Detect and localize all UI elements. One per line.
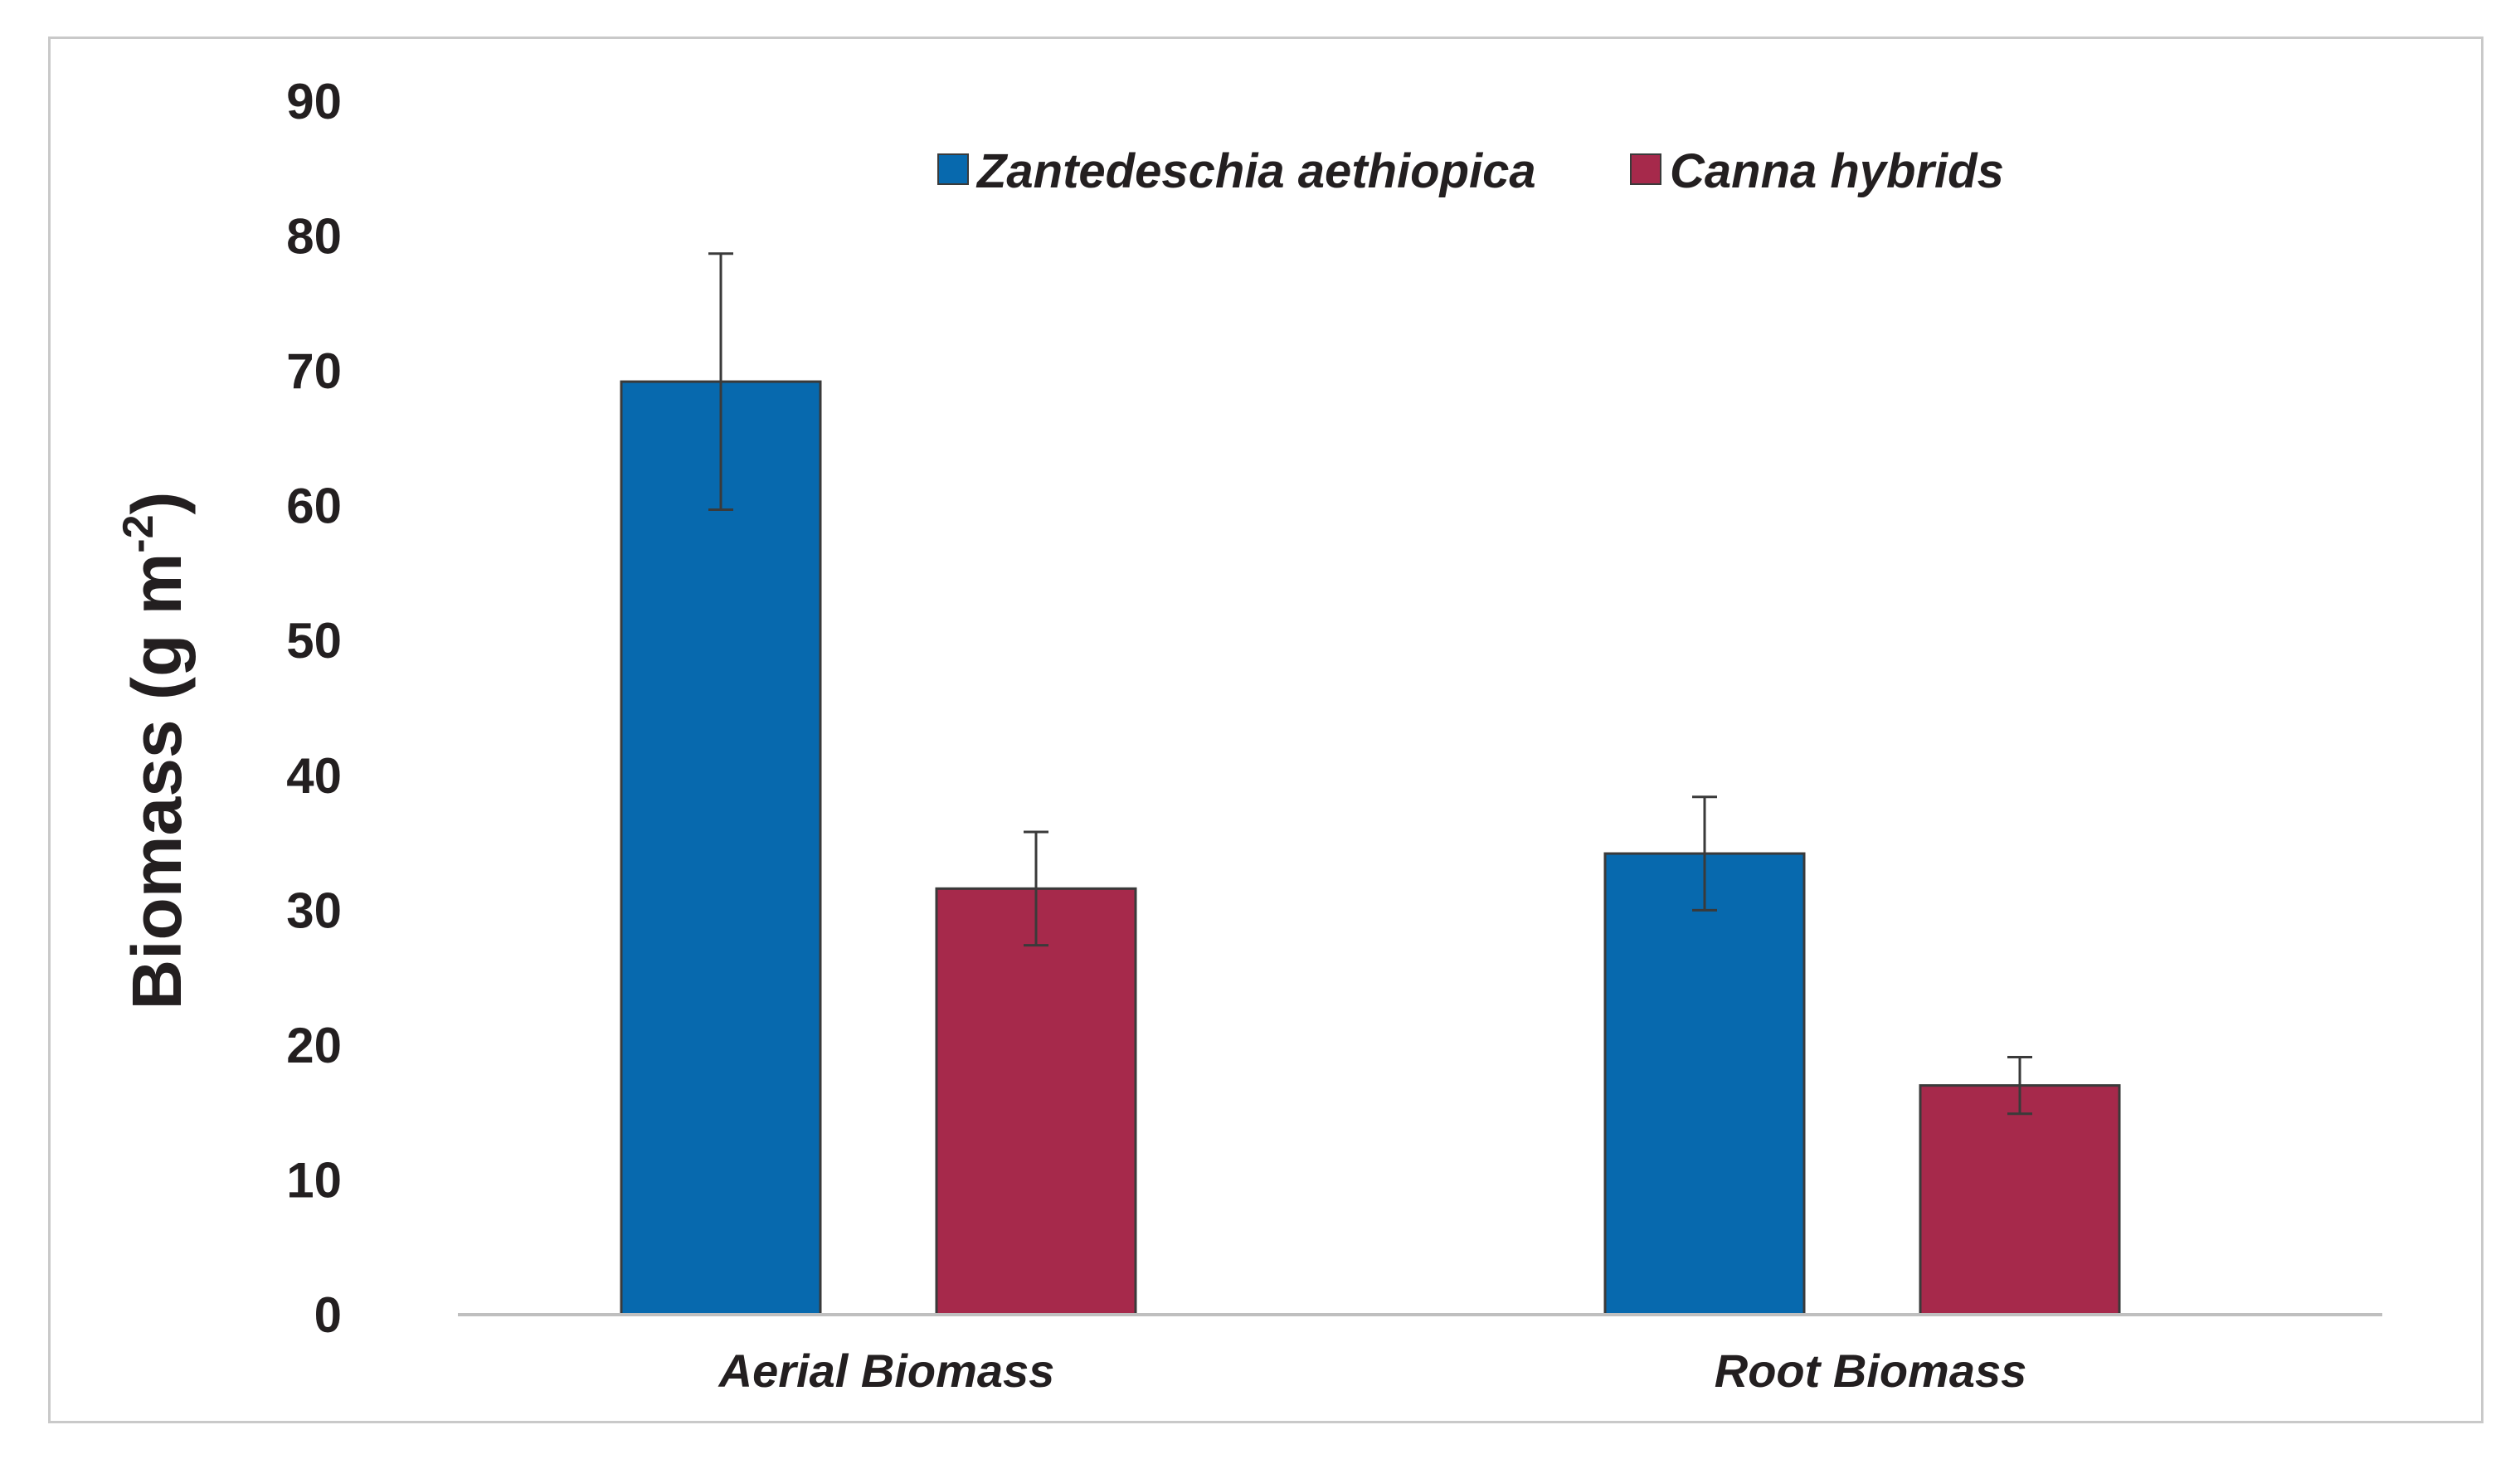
y-tick-labels: 0 10 20 30 40 50 60 70 80 90	[286, 74, 342, 1343]
y-tick-label: 90	[286, 74, 342, 129]
x-tick-labels: Aerial Biomass Root Biomass	[718, 1345, 2027, 1397]
y-axis-title-close: )	[118, 491, 196, 514]
y-tick-label: 30	[286, 883, 342, 938]
legend-swatch	[1630, 153, 1661, 185]
bar	[1603, 852, 1806, 1316]
bar	[935, 887, 1137, 1316]
y-tick-label: 40	[286, 748, 342, 804]
legend-label: Canna hybrids	[1670, 144, 2004, 198]
y-axis-title-text: Biomass (g m	[118, 553, 196, 1010]
bar	[620, 380, 822, 1316]
legend: Zantedeschia aethiopica Canna hybrids	[937, 144, 2004, 198]
y-axis-title-superscript: -2	[114, 514, 163, 552]
y-tick-label: 0	[314, 1287, 342, 1343]
legend-label: Zantedeschia aethiopica	[975, 144, 1536, 198]
svg-text:Biomass (g m-2): Biomass (g m-2)	[114, 491, 196, 1009]
y-tick-label: 20	[286, 1018, 342, 1073]
x-tick-label: Root Biomass	[1715, 1345, 2027, 1397]
error-bars	[708, 252, 2032, 1116]
legend-swatch	[937, 153, 969, 185]
y-axis-title: Biomass (g m-2)	[114, 491, 196, 1009]
y-tick-label: 60	[286, 479, 342, 534]
y-tick-label: 10	[286, 1152, 342, 1208]
bar	[1919, 1084, 2121, 1316]
bars	[620, 380, 2121, 1316]
y-tick-label: 50	[286, 613, 342, 669]
x-tick-label: Aerial Biomass	[718, 1345, 1055, 1397]
y-tick-label: 80	[286, 209, 342, 265]
y-tick-label: 70	[286, 343, 342, 399]
